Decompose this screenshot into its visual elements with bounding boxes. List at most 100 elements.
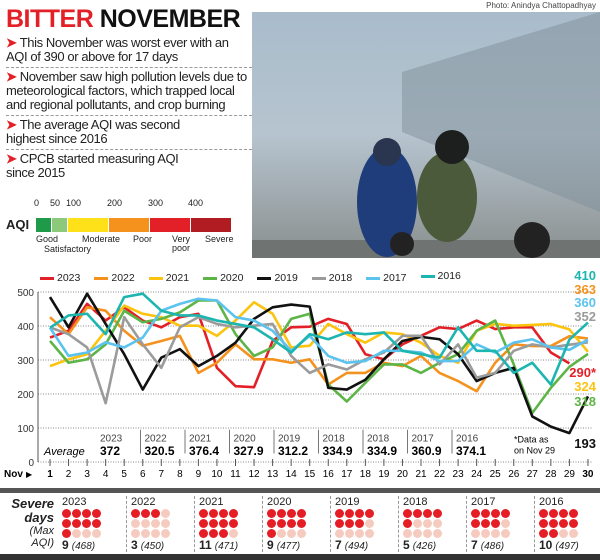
severe-year-2019: 2019 7 (494) [330, 496, 394, 552]
averages-label: Average [43, 446, 85, 458]
dot [141, 519, 150, 528]
aqi-scale: 0 50 100 200 300 400 AQI Good Satisfacto… [6, 198, 246, 256]
aqi-segment [191, 218, 232, 232]
max-aqi: (497) [555, 541, 579, 552]
dot [92, 519, 101, 528]
aqi-tick: 0 [34, 198, 40, 208]
aqi-category: Very poor [172, 234, 191, 253]
aqi-category: Moderate [82, 234, 121, 244]
severe-year-2020: 2020 9 (477) [262, 496, 326, 552]
day-dots [403, 509, 462, 538]
end-value-label: 324 [574, 379, 596, 394]
dot [471, 519, 480, 528]
series-line-2023 [49, 302, 571, 389]
series-line-2016 [49, 292, 589, 386]
dot [491, 519, 500, 528]
average-year: 2019 [278, 434, 301, 445]
severe-count: 7 [335, 538, 342, 552]
legend-label: 2022 [111, 272, 135, 284]
x-tick-label: 3 [84, 469, 90, 480]
x-tick-label: 9 [196, 469, 202, 480]
aqi-tick: 50 [50, 198, 61, 208]
dot [62, 529, 71, 538]
triangle-right-icon: ▶ [26, 470, 33, 479]
x-tick-label: 22 [434, 469, 446, 480]
dot [481, 519, 490, 528]
dot [433, 529, 442, 538]
bullet: ➤ This November was worst ever with an A… [6, 34, 252, 68]
max-aqi: (426) [412, 541, 437, 552]
aqi-tick: 100 [66, 198, 82, 208]
bullet: ➤ The average AQI was second highest sin… [6, 116, 252, 150]
dot [569, 529, 578, 538]
year-label: 2020 [267, 496, 292, 508]
dot [267, 519, 276, 528]
dot [151, 529, 160, 538]
legend-item: 2023 [40, 272, 80, 284]
x-tick-label: 30 [582, 469, 594, 480]
dot [471, 509, 480, 518]
dot [335, 529, 344, 538]
max-aqi: (494) [344, 541, 369, 552]
aqi-segment [52, 218, 68, 232]
chart-legend: 2023 2022 2021 2020 2019 2018 2017 2016 [40, 270, 461, 284]
dot [199, 529, 208, 538]
dot [569, 519, 578, 528]
arrow-icon: ➤ [6, 69, 20, 84]
day-dots [471, 509, 530, 538]
dot [287, 509, 296, 518]
legend-label: 2017 [383, 272, 407, 284]
dot [72, 519, 81, 528]
severe-count: 3 [131, 538, 138, 552]
severe-count: 11 [199, 538, 212, 552]
dot [141, 529, 150, 538]
dot [355, 529, 364, 538]
day-dots [335, 509, 394, 538]
aqi-tick: 300 [148, 198, 164, 208]
dot [335, 509, 344, 518]
average-value: 374.1 [456, 444, 486, 458]
y-tick-label: 400 [17, 322, 34, 333]
x-tick-label: 12 [248, 469, 260, 480]
dot [335, 519, 344, 528]
aqi-color-bar [36, 218, 232, 232]
dot [209, 519, 218, 528]
max-aqi: (477) [276, 541, 301, 552]
dot [131, 519, 140, 528]
end-value-label: 290* [569, 365, 597, 380]
dot [539, 529, 548, 538]
arrow-icon: ➤ [6, 151, 20, 166]
dot [277, 519, 286, 528]
dot [62, 519, 71, 528]
dot [267, 529, 276, 538]
dot [287, 519, 296, 528]
aqi-category: Good [36, 234, 59, 244]
dot [403, 509, 412, 518]
aqi-category: Satisfactory [44, 244, 92, 254]
legend-item: 2018 [311, 272, 352, 284]
end-value-label: 352 [574, 309, 596, 324]
year-label: 2017 [471, 496, 496, 508]
dot [72, 509, 81, 518]
x-tick-label: 24 [471, 469, 483, 480]
dot [549, 509, 558, 518]
end-value-label: 193 [574, 436, 596, 451]
max-aqi: (450) [140, 541, 165, 552]
legend-label: 2023 [57, 272, 81, 284]
dot [433, 509, 442, 518]
dot [539, 509, 548, 518]
legend-item: 2022 [94, 272, 135, 284]
dot [491, 529, 500, 538]
dot [209, 509, 218, 518]
severe-year-2023: 2023 9 (468) [58, 496, 122, 552]
arrow-icon: ➤ [6, 35, 20, 50]
x-tick-label: 16 [323, 469, 335, 480]
dot [92, 509, 101, 518]
year-label: 2023 [62, 496, 87, 508]
end-value-label: 360 [574, 295, 596, 310]
smog-photo [252, 12, 600, 258]
severe-year-2021: 2021 11 (471) [194, 496, 258, 552]
legend-label: 2021 [165, 272, 190, 284]
legend-label: 2016 [437, 270, 461, 282]
y-tick-label: 0 [28, 458, 34, 469]
